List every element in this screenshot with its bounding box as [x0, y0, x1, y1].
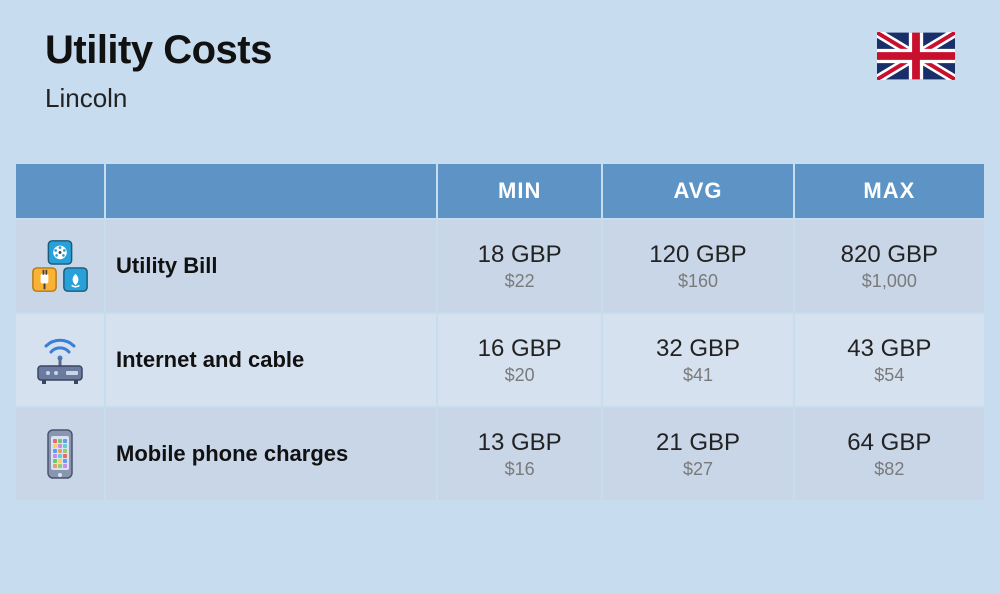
value-primary: 32 GBP [603, 335, 792, 363]
col-icon [16, 164, 104, 218]
value-primary: 21 GBP [603, 429, 792, 457]
value-secondary: $54 [795, 365, 984, 386]
col-label [106, 164, 436, 218]
table-row: Mobile phone charges 13 GBP $16 21 GBP $… [16, 408, 984, 500]
value-primary: 820 GBP [795, 241, 984, 269]
title-block: Utility Costs Lincoln [45, 28, 272, 114]
value-secondary: $22 [438, 271, 601, 292]
row-icon-cell [16, 314, 104, 406]
col-max: MAX [795, 164, 984, 218]
value-secondary: $27 [603, 459, 792, 480]
col-avg: AVG [603, 164, 792, 218]
subtitle: Lincoln [45, 83, 272, 114]
value-secondary: $1,000 [795, 271, 984, 292]
row-icon-cell [16, 220, 104, 312]
cell-avg: 32 GBP $41 [603, 314, 792, 406]
table-row: Utility Bill 18 GBP $22 120 GBP $160 820… [16, 220, 984, 312]
value-primary: 13 GBP [438, 429, 601, 457]
utility-table: MIN AVG MAX [0, 162, 1000, 502]
row-label: Mobile phone charges [106, 408, 436, 500]
cell-avg: 21 GBP $27 [603, 408, 792, 500]
value-primary: 43 GBP [795, 335, 984, 363]
row-label: Utility Bill [106, 220, 436, 312]
cell-avg: 120 GBP $160 [603, 220, 792, 312]
header: Utility Costs Lincoln [0, 0, 1000, 134]
value-primary: 16 GBP [438, 335, 601, 363]
value-secondary: $16 [438, 459, 601, 480]
row-icon-cell [16, 408, 104, 500]
col-min: MIN [438, 164, 601, 218]
page-title: Utility Costs [45, 28, 272, 73]
uk-flag-icon [877, 32, 955, 80]
value-secondary: $41 [603, 365, 792, 386]
cell-min: 18 GBP $22 [438, 220, 601, 312]
router-icon [32, 332, 88, 388]
row-label: Internet and cable [106, 314, 436, 406]
value-primary: 64 GBP [795, 429, 984, 457]
value-secondary: $82 [795, 459, 984, 480]
utility-bill-icon [29, 238, 91, 294]
mobile-phone-icon [32, 426, 88, 482]
cell-max: 43 GBP $54 [795, 314, 984, 406]
cell-max: 64 GBP $82 [795, 408, 984, 500]
value-secondary: $20 [438, 365, 601, 386]
value-primary: 120 GBP [603, 241, 792, 269]
cell-min: 13 GBP $16 [438, 408, 601, 500]
cell-max: 820 GBP $1,000 [795, 220, 984, 312]
table-row: Internet and cable 16 GBP $20 32 GBP $41… [16, 314, 984, 406]
value-secondary: $160 [603, 271, 792, 292]
value-primary: 18 GBP [438, 241, 601, 269]
cell-min: 16 GBP $20 [438, 314, 601, 406]
table-header-row: MIN AVG MAX [16, 164, 984, 218]
